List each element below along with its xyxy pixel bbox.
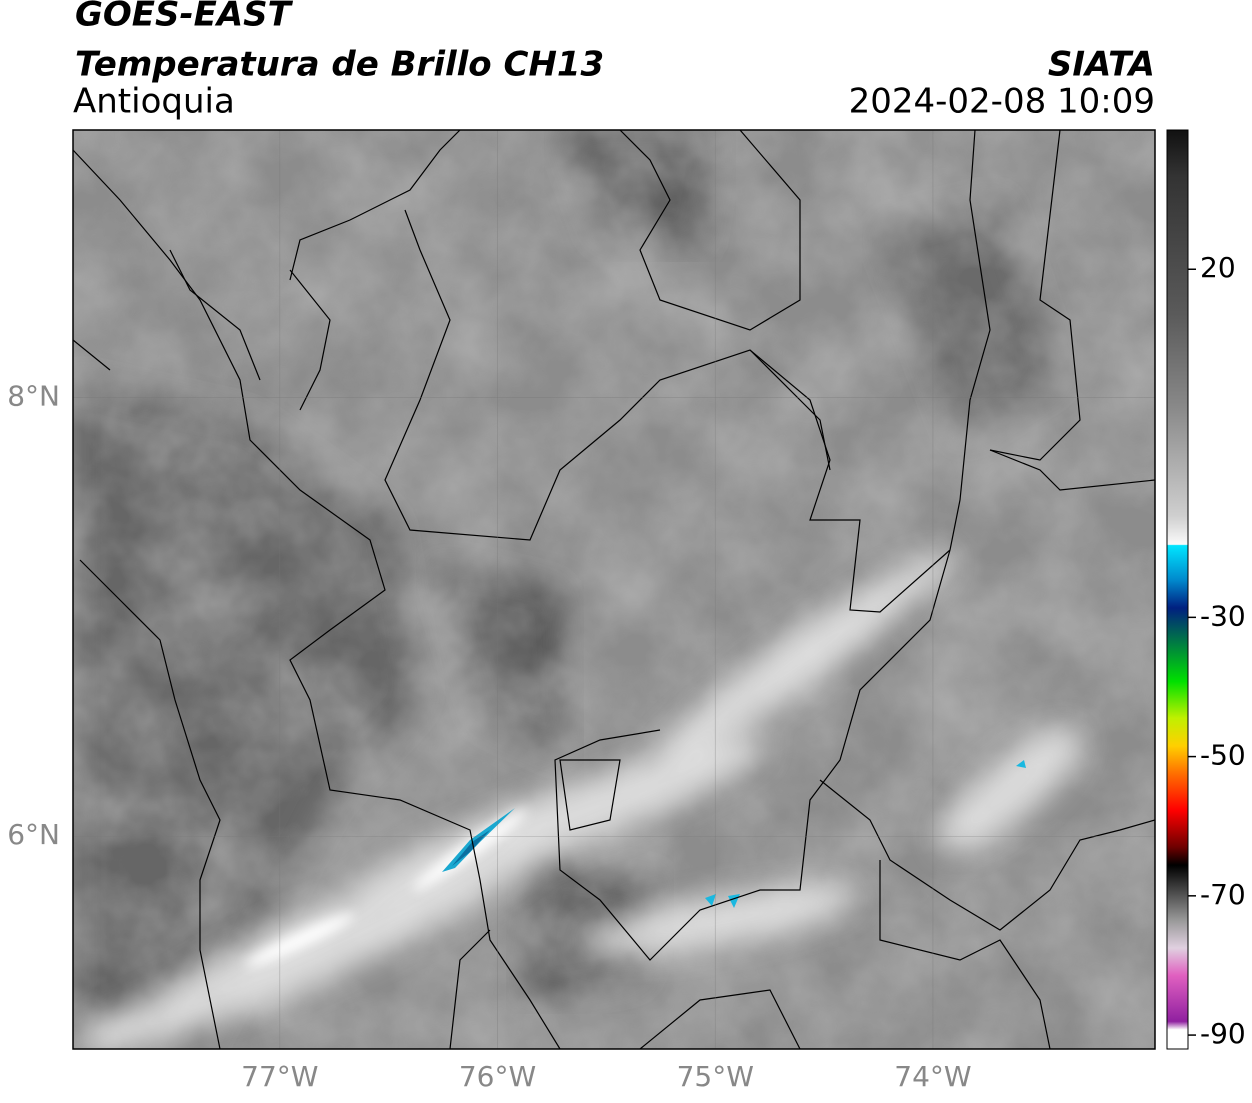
subtitle: Temperatura de Brillo CH13	[75, 45, 604, 85]
lon-tick-label: 77°W	[241, 1060, 318, 1093]
colorbar-tick-label: -30	[1200, 599, 1246, 632]
lat-tick-label: 8°N	[7, 380, 60, 413]
colorbar-tick-label: 20	[1200, 251, 1236, 284]
colorbar-tick-label: -70	[1200, 878, 1246, 911]
source: SIATA	[1048, 45, 1155, 85]
datetime: 2024-02-08 10:09	[849, 82, 1155, 122]
lon-tick-label: 74°W	[894, 1060, 971, 1093]
region: Antioquia	[73, 82, 235, 122]
lat-tick-label: 6°N	[7, 818, 60, 851]
title: GOES-EAST	[75, 0, 294, 35]
lon-tick-label: 76°W	[459, 1060, 536, 1093]
satellite-image	[73, 130, 1155, 1049]
graticule	[73, 130, 1155, 1049]
lon-tick-label: 75°W	[677, 1060, 754, 1093]
map-frame	[72, 129, 1156, 1050]
borders	[73, 130, 1155, 1049]
colorbar	[1166, 129, 1189, 1050]
colorbar-tick-label: -90	[1200, 1017, 1246, 1050]
colorbar-tick-label: -50	[1200, 739, 1246, 772]
